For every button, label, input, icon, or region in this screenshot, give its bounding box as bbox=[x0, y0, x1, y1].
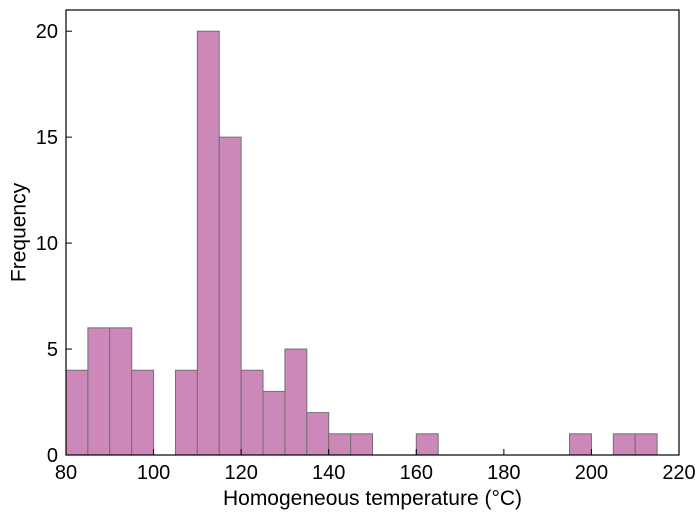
bars-group bbox=[65, 30, 658, 456]
y-axis: 0 5 10 15 20 bbox=[36, 21, 72, 467]
histogram-bar-105 bbox=[174, 369, 198, 456]
histogram-bar-115 bbox=[218, 136, 242, 456]
y-tick-label: 10 bbox=[36, 233, 58, 255]
histogram-bar-130 bbox=[284, 348, 308, 456]
plot-frame bbox=[65, 9, 680, 456]
x-axis: 80 100 120 140 160 180 200 220 bbox=[55, 449, 696, 484]
x-tick-label: 220 bbox=[662, 462, 695, 484]
y-tick-label: 0 bbox=[47, 445, 58, 467]
histogram-bar-135 bbox=[306, 412, 330, 456]
histogram-bar-85 bbox=[87, 327, 111, 456]
histogram-bar-120 bbox=[240, 369, 264, 456]
x-tick-label: 160 bbox=[400, 462, 433, 484]
x-tick-label: 180 bbox=[487, 462, 520, 484]
x-axis-title: Homogeneous temperature (°C) bbox=[223, 487, 522, 510]
x-tick-label: 100 bbox=[137, 462, 170, 484]
histogram-bar-90 bbox=[109, 327, 133, 456]
y-tick-label: 20 bbox=[36, 21, 58, 43]
histogram-bar-160 bbox=[415, 433, 439, 456]
x-tick-label: 200 bbox=[575, 462, 608, 484]
x-tick-label: 140 bbox=[312, 462, 345, 484]
histogram-bar-210 bbox=[634, 433, 658, 456]
histogram-bar-140 bbox=[328, 433, 352, 456]
x-tick-label: 120 bbox=[224, 462, 257, 484]
histogram-bar-125 bbox=[262, 390, 286, 456]
y-axis-title: Frequency bbox=[8, 182, 31, 282]
histogram-bar-195 bbox=[569, 433, 592, 456]
histogram-bar-110 bbox=[196, 30, 220, 456]
histogram-bar-205 bbox=[612, 433, 636, 456]
y-tick-label: 5 bbox=[47, 339, 58, 361]
histogram-bar-95 bbox=[131, 369, 155, 456]
y-tick-label: 15 bbox=[36, 127, 58, 149]
histogram-bar-145 bbox=[350, 433, 374, 456]
x-tick-label: 80 bbox=[55, 462, 77, 484]
histogram-bar-80 bbox=[65, 369, 89, 456]
